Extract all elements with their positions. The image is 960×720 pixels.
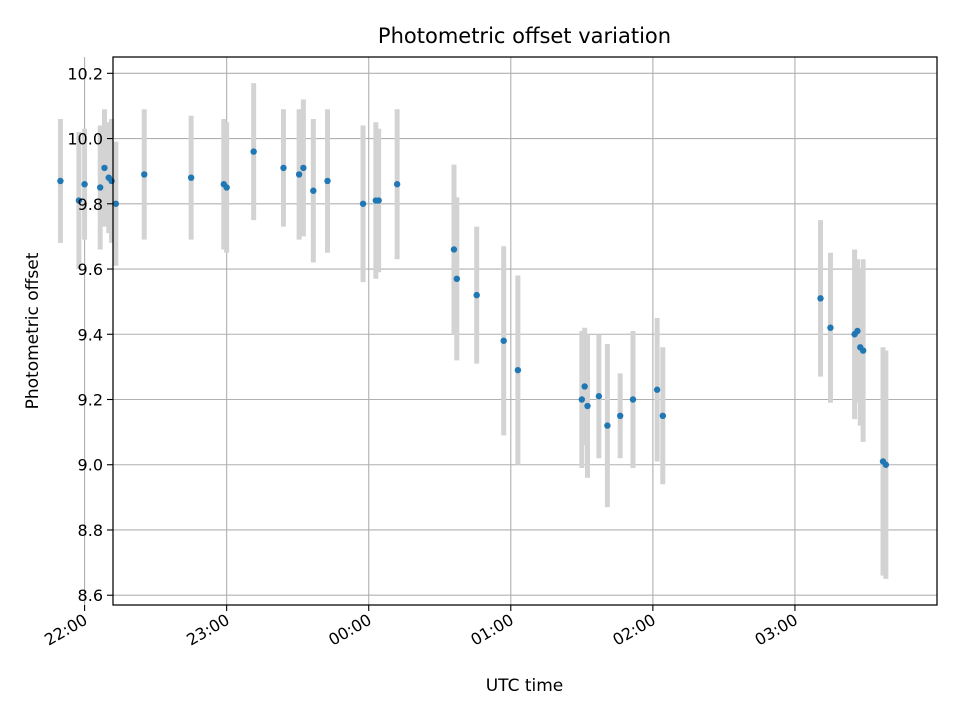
data-point — [882, 461, 890, 468]
data-point — [514, 366, 522, 374]
data-point — [859, 347, 867, 354]
data-point — [827, 324, 834, 331]
y-tick-label: 10.0 — [67, 130, 103, 149]
data-point — [300, 164, 307, 172]
data-point — [581, 383, 588, 390]
data-point — [450, 246, 458, 253]
y-tick-label: 9.2 — [78, 391, 103, 410]
data-point — [141, 171, 148, 178]
y-tick-label: 9.0 — [78, 456, 103, 475]
data-point — [393, 181, 401, 188]
x-axis-title: UTC time — [486, 676, 564, 696]
y-tick-label: 9.8 — [78, 195, 103, 214]
data-point — [81, 181, 88, 188]
data-point — [595, 393, 603, 400]
data-point — [57, 177, 64, 185]
y-tick-label: 10.2 — [67, 64, 103, 83]
chart-title: Photometric offset variation — [378, 24, 671, 48]
data-point — [616, 412, 624, 420]
y-tick-label: 8.6 — [78, 586, 103, 605]
data-point — [108, 177, 115, 185]
data-point — [101, 164, 108, 172]
data-point — [223, 184, 230, 191]
data-point — [653, 386, 661, 393]
y-axis-title: Photometric offset — [23, 252, 43, 409]
data-point — [817, 295, 824, 302]
y-axis-ticks: 8.6 8.8 9.0 9.2 9.4 9.6 9.8 10.0 10.2 — [67, 64, 113, 605]
data-point — [453, 275, 461, 283]
data-point — [324, 177, 331, 185]
data-point — [500, 337, 507, 344]
data-point — [659, 412, 667, 420]
data-point — [578, 396, 586, 403]
data-point — [473, 291, 480, 299]
plot-frame — [112, 56, 938, 606]
data-point — [629, 396, 637, 403]
grid-lines — [84, 57, 937, 605]
y-tick-label: 9.4 — [78, 325, 103, 344]
data-point — [310, 187, 317, 194]
data-point — [359, 200, 367, 207]
data-point — [295, 171, 303, 178]
data-point — [97, 184, 104, 191]
data-point — [250, 148, 257, 155]
data-point — [604, 422, 611, 429]
data-point — [112, 200, 120, 207]
data-point — [854, 327, 861, 335]
data-point — [584, 402, 591, 410]
data-points — [57, 148, 890, 468]
y-tick-label: 8.8 — [78, 521, 103, 540]
data-point — [75, 197, 83, 204]
data-point — [280, 164, 287, 172]
data-point — [375, 197, 382, 204]
y-tick-label: 9.6 — [78, 260, 103, 279]
data-point — [187, 174, 195, 181]
